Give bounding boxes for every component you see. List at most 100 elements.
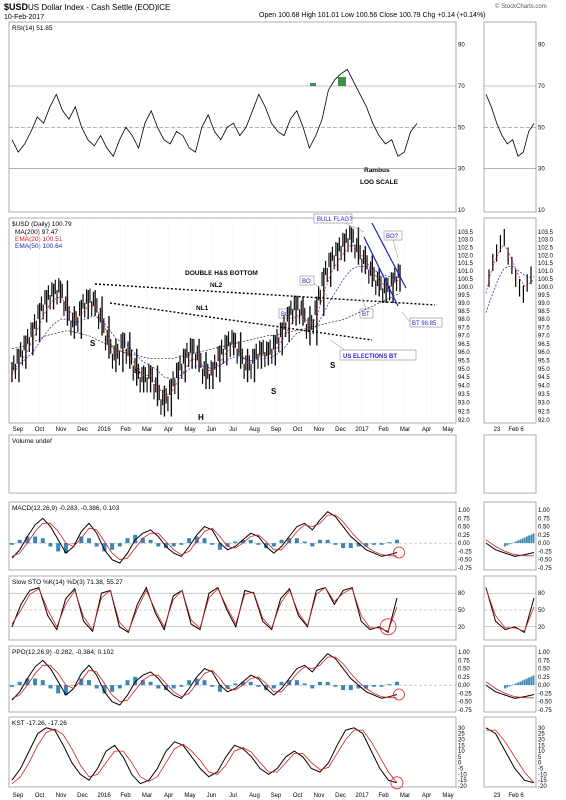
macd-side-tick-3: 0.25	[538, 533, 550, 539]
price-xtick-8: May	[184, 427, 195, 433]
macd-hist-bar-16	[133, 534, 138, 544]
sto-side-tick-2: 20	[538, 625, 545, 631]
bo-label-2: BO	[281, 312, 290, 318]
instrument-name: US Dollar Index - Cash Settle (EOD)	[28, 3, 158, 12]
ppo-hist-bar-43	[341, 685, 346, 691]
ma200-line	[11, 292, 401, 360]
price-tick-1: 103.0	[458, 238, 474, 244]
ppo-hist-bar-0	[10, 685, 14, 687]
ppo-hist-bar-39	[310, 685, 315, 689]
chart-header: $USD US Dollar Index - Cash Settle (EOD)…	[4, 2, 547, 21]
price-xtick-4: 2016	[97, 427, 111, 433]
price-tick-3: 102.0	[458, 253, 474, 259]
price-tick-22: 92.5	[458, 409, 470, 415]
price-side-tick-20: 93.5	[538, 392, 550, 398]
rsi-tick-3: 30	[458, 167, 465, 173]
rsi-side-tick-4: 10	[538, 208, 545, 214]
macd-hist-bar-37	[294, 538, 299, 544]
macd-tick-0: 1.00	[458, 508, 470, 514]
macd-side-tick-6: -0.50	[538, 558, 552, 564]
bull-flag-lower	[363, 236, 399, 307]
ppo-side-hist-bar-2	[508, 685, 511, 687]
panel-frames	[8, 21, 537, 788]
ppo-hist-bar-25	[202, 680, 207, 686]
price-tick-11: 98.0	[458, 317, 470, 323]
kst-side-tick-0: 30	[538, 726, 545, 732]
macd-hist-bar-38	[302, 541, 307, 544]
ppo-hist-bar-8	[71, 685, 76, 686]
kst-line	[11, 727, 398, 785]
macd-side-tick-0: 1.00	[538, 508, 550, 514]
macd-side-hist-bar-11	[528, 535, 530, 544]
kst-tick-5: 5	[458, 755, 462, 761]
ppo-hist-bar-30	[241, 681, 245, 686]
macd-side-hist-bar-0	[504, 543, 506, 547]
macd-hist-bar-3	[33, 536, 38, 544]
macd-side-frame	[483, 501, 537, 571]
bottom-xtick-8: May	[184, 793, 195, 799]
kst-tick-1: 25	[458, 732, 465, 738]
ppo-side-hist-bar-9	[523, 679, 526, 686]
ppo-hist-bar-21	[171, 685, 176, 689]
price-side-tick-3: 102.0	[538, 253, 554, 259]
ppo-hist-bar-33	[264, 685, 269, 691]
ppo-hist-bar-20	[164, 685, 168, 691]
price-side-tick-5: 101.0	[538, 269, 554, 275]
price-xtick-1: Oct	[35, 427, 45, 433]
ppo-hist-bar-3	[33, 678, 38, 686]
ppo-side-tick-7: -0.75	[538, 708, 552, 714]
macd-side-tick-4: 0.00	[538, 541, 550, 547]
bt-value-pointer	[401, 311, 411, 323]
ppo-hist-bar-45	[356, 685, 361, 689]
author-note: Rambus	[364, 167, 390, 174]
macd-side-hist-bar-5	[515, 541, 517, 544]
pattern-label: DOUBLE H&S BOTTOM	[185, 270, 258, 277]
price-tick-0: 103.5	[458, 230, 474, 236]
macd-hist-bar-50	[395, 539, 399, 544]
macd-hist-bar-18	[148, 539, 153, 544]
macd-hist-bar-46	[364, 543, 369, 547]
price-xtick-18: Mar	[400, 427, 410, 433]
kst-side-tick-1: 25	[538, 732, 545, 738]
ppo-hist-bar-22	[179, 685, 184, 687]
bt-pointer	[361, 297, 367, 310]
chart-annotations: Rambus LOG SCALE DOUBLE H&S BOTTOM NL2 N…	[90, 167, 443, 422]
kst-tick-0: 30	[458, 726, 465, 732]
exchange-label: ICE	[157, 3, 170, 12]
panel-legends: RSI(14) 51.85 $USD (Daily) 100.79 MA(200…	[12, 25, 123, 727]
macd-side-line	[485, 542, 535, 557]
macd-side-hist-bar-12	[530, 534, 533, 544]
side-ema50-line	[485, 265, 535, 313]
ppo-hist-bar-36	[287, 680, 292, 686]
macd-side-hist-bar-3	[510, 543, 513, 544]
sto-side-d-line	[485, 588, 535, 632]
side-xtick-1: Feb 6	[508, 427, 524, 433]
nl1-label: NL1	[196, 305, 209, 312]
bottom-xtick-19: Apr	[422, 793, 431, 799]
ppo-hist-bar-28	[225, 685, 230, 689]
bo-label-1: BO	[302, 279, 311, 285]
macd-hist-bar-31	[248, 539, 253, 544]
macd-hist-bar-48	[379, 543, 384, 545]
macd-hist-bar-5	[48, 543, 53, 547]
price-side-tick-10: 98.5	[538, 309, 550, 315]
price-xtick-2: Nov	[56, 427, 67, 433]
ppo-hist-bar-2	[25, 678, 30, 686]
macd-hist-bar-4	[40, 538, 45, 544]
price-side-tick-23: 92.0	[538, 418, 550, 424]
bottom-xtick-0: Sep	[13, 793, 24, 799]
ppo-hist-bar-6	[56, 685, 61, 694]
ppo-hist-bar-1	[17, 681, 22, 686]
rsi-legend: RSI(14) 51.85	[12, 25, 53, 32]
price-tick-12: 97.5	[458, 325, 470, 331]
bottom-xtick-2: Nov	[56, 793, 67, 799]
ppo-hist-bar-37	[294, 680, 299, 686]
ppo-hist-bar-9	[79, 678, 84, 686]
price-tick-6: 100.5	[458, 277, 474, 283]
macd-side-hist-bar-8	[521, 538, 524, 544]
macd-tick-5: -0.25	[458, 549, 472, 555]
macd-hist-bar-26	[210, 543, 215, 545]
ppo-side-frame	[483, 645, 537, 713]
